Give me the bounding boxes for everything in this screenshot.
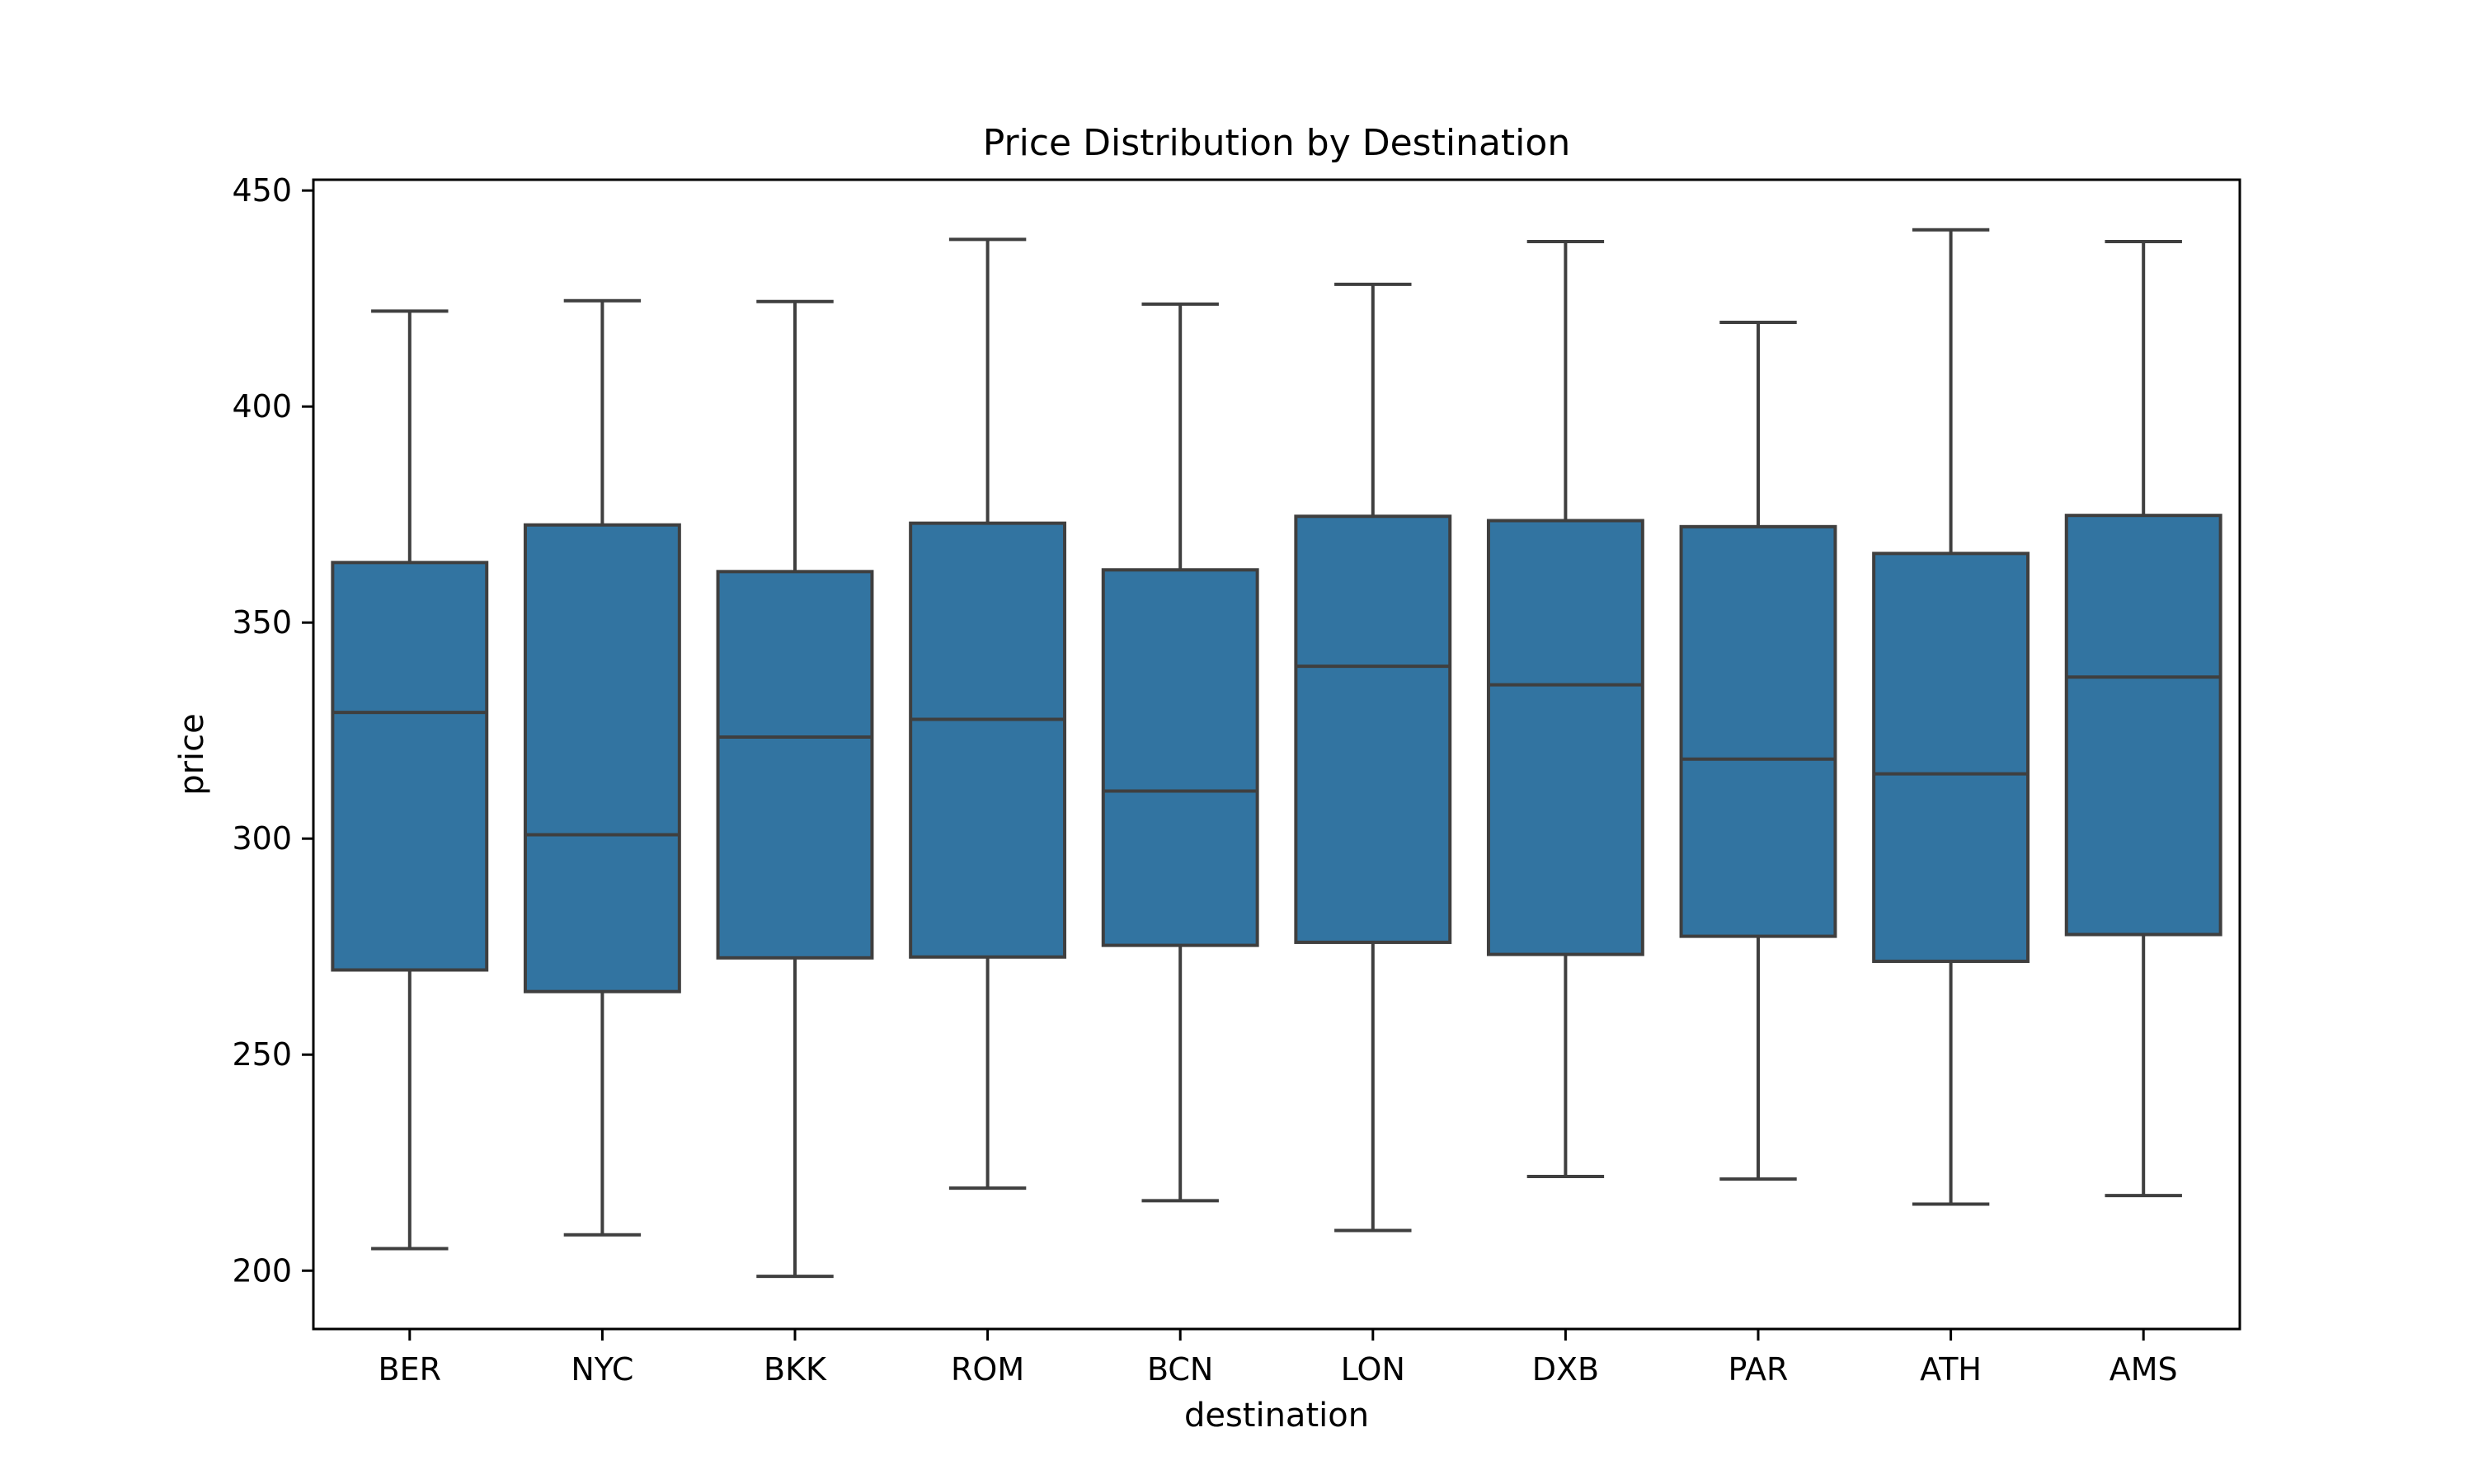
- x-tick-label: BER: [379, 1351, 441, 1388]
- y-tick-label: 450: [232, 172, 292, 209]
- x-tick-label: PAR: [1729, 1351, 1789, 1388]
- iqr-box: [1679, 524, 1837, 938]
- box-group-par: [1679, 320, 1837, 1181]
- box-group-nyc: [523, 298, 681, 1237]
- x-tick-label: ATH: [1920, 1351, 1982, 1388]
- x-tick-label: AMS: [2109, 1351, 2178, 1388]
- box-group-ber: [331, 309, 489, 1251]
- plot-frame: [312, 178, 2241, 1331]
- iqr-box: [523, 523, 681, 993]
- y-tick-label: 400: [232, 388, 292, 425]
- y-axis-label: price: [173, 713, 211, 796]
- x-axis-label: destination: [1184, 1397, 1369, 1435]
- x-tick-label: DXB: [1532, 1351, 1599, 1388]
- box-group-rom: [909, 237, 1067, 1190]
- iqr-box: [1486, 519, 1644, 956]
- iqr-box: [1101, 568, 1259, 947]
- chart-title: Price Distribution by Destination: [983, 122, 1570, 164]
- x-tick-label: NYC: [571, 1351, 633, 1388]
- x-tick-label: BKK: [764, 1351, 827, 1388]
- x-tick-label: ROM: [951, 1351, 1024, 1388]
- iqr-box: [716, 570, 874, 960]
- box-group-dxb: [1486, 239, 1644, 1179]
- iqr-box: [2064, 514, 2222, 937]
- x-axis: BER NYC BKK ROM BCN LON DXB PAR ATH AMS: [379, 1329, 2178, 1388]
- plot-area: [331, 228, 2222, 1279]
- box-group-ams: [2064, 239, 2222, 1198]
- iqr-box: [1294, 514, 1452, 944]
- y-tick-label: 300: [232, 820, 292, 857]
- y-tick-label: 250: [232, 1036, 292, 1073]
- box-group-lon: [1294, 282, 1452, 1233]
- y-tick-label: 200: [232, 1252, 292, 1289]
- box-group-ath: [1872, 228, 2030, 1206]
- y-tick-label: 350: [232, 604, 292, 641]
- x-tick-label: BCN: [1147, 1351, 1213, 1388]
- x-tick-label: LON: [1341, 1351, 1405, 1388]
- y-axis: 200 250 300 350 400 450: [232, 172, 313, 1289]
- iqr-box: [1872, 552, 2030, 964]
- box-group-bcn: [1101, 302, 1259, 1203]
- iqr-box: [331, 561, 489, 972]
- box-group-bkk: [716, 299, 874, 1279]
- iqr-box: [909, 521, 1067, 959]
